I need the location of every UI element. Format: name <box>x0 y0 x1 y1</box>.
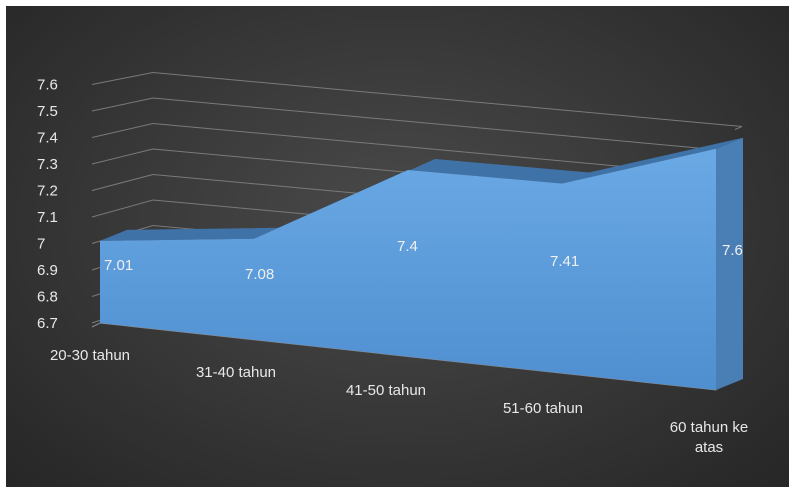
y-tick-label: 7.6 <box>37 77 58 94</box>
area-front-face <box>100 148 716 390</box>
y-axis-tick-labels: 6.7 6.8 6.9 7 7.1 7.2 7.3 7.4 7.5 7.6 <box>37 77 58 333</box>
y-tick-label: 7.3 <box>37 156 58 173</box>
y-tick-label: 7.4 <box>37 130 58 147</box>
x-tick-label: 20-30 tahun <box>50 347 130 364</box>
data-label: 7.4 <box>397 238 418 255</box>
x-tick-label: 51-60 tahun <box>503 400 583 417</box>
data-label: 7.01 <box>104 257 133 274</box>
data-label: 7.08 <box>245 266 274 283</box>
area-top-surface <box>100 137 743 241</box>
x-tick-label: 31-40 tahun <box>196 364 276 381</box>
area-series <box>100 137 743 390</box>
gridline <box>91 71 743 127</box>
area-chart-3d: 6.7 6.8 6.9 7 7.1 7.2 7.3 7.4 7.5 7.6 20-30 tahun… <box>37 71 748 456</box>
area-side-face <box>716 137 743 390</box>
y-tick-label: 6.9 <box>37 262 58 279</box>
y-tick-label: 7.5 <box>37 103 58 120</box>
y-tick-label: 7.1 <box>37 209 58 226</box>
y-tick-label: 7.2 <box>37 183 58 200</box>
right-tick <box>734 126 743 130</box>
data-labels: 7.01 7.08 7.4 7.41 7.6 <box>104 238 743 283</box>
y-tick-label: 6.8 <box>37 289 58 306</box>
gridline <box>91 97 743 153</box>
data-label: 7.41 <box>550 253 579 270</box>
x-tick-label: 60 tahun ke atas <box>670 419 748 456</box>
gridline <box>91 122 743 178</box>
data-label: 7.6 <box>722 242 743 259</box>
x-axis-tick-labels: 20-30 tahun 31-40 tahun 41-50 tahun 51-60 t… <box>50 347 748 456</box>
y-tick-label: 6.7 <box>37 315 58 332</box>
y-tick-label: 7 <box>37 236 45 253</box>
x-tick-label: 41-50 tahun <box>346 382 426 399</box>
chart-area: 6.7 6.8 6.9 7 7.1 7.2 7.3 7.4 7.5 7.6 20-30 tahun… <box>6 6 789 487</box>
